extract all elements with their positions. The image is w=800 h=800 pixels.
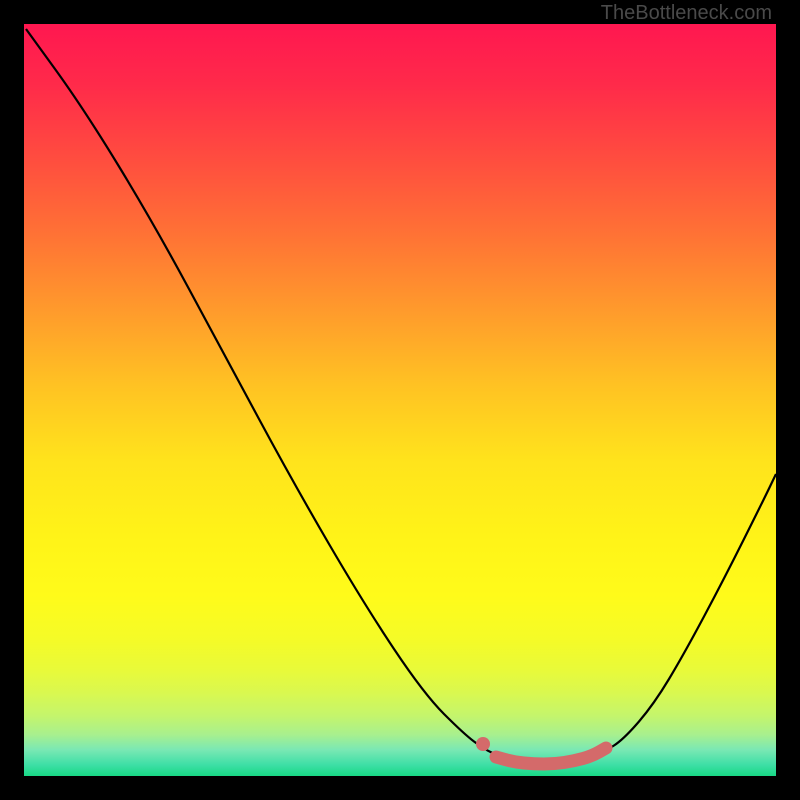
- bottleneck-curve: [26, 29, 776, 763]
- highlight-dot: [476, 737, 490, 751]
- bottleneck-chart: [24, 24, 776, 776]
- highlight-segment: [496, 748, 606, 764]
- watermark-text: TheBottleneck.com: [601, 2, 772, 25]
- chart-curves: [24, 24, 776, 776]
